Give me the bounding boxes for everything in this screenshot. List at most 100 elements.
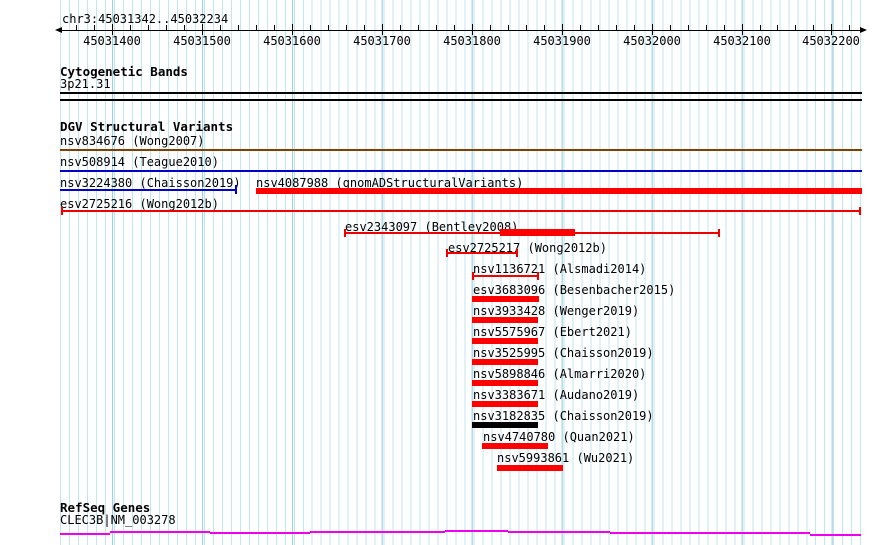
gene-line-segment[interactable]: [445, 530, 508, 532]
ruler-minor-tick: [544, 25, 545, 30]
variant-bar-esv2343097[interactable]: [500, 229, 575, 236]
ruler-tick-label: 45031400: [83, 34, 141, 48]
ruler-minor-tick: [795, 25, 796, 30]
ruler-axis-line: [62, 30, 860, 31]
ruler-tick-label: 45032100: [713, 34, 771, 48]
ruler-major-tick: [562, 24, 563, 35]
gene-line-segment[interactable]: [210, 532, 310, 534]
variant-label-nsv3525995[interactable]: nsv3525995 (Chaisson2019): [473, 346, 654, 360]
ruler-right-arrow-icon: [860, 27, 867, 33]
variant-label-nsv3224380[interactable]: nsv3224380 (Chaisson2019): [60, 176, 241, 190]
ruler-minor-tick: [777, 25, 778, 30]
ruler-major-tick: [112, 24, 113, 35]
variant-line-esv2725217[interactable]: [447, 252, 517, 254]
ruler-minor-tick: [436, 25, 437, 30]
variant-label-esv2343097[interactable]: esv2343097 (Bentley2008): [345, 220, 519, 234]
ruler-minor-tick: [724, 25, 725, 30]
variant-line-nsv508914[interactable]: [60, 170, 862, 172]
ruler-minor-tick: [328, 25, 329, 30]
variant-label-esv2725216[interactable]: esv2725216 (Wong2012b): [60, 197, 219, 211]
ruler-tick-label: 45031800: [443, 34, 501, 48]
variant-line-nsv834676[interactable]: [60, 149, 862, 151]
gene-line-segment[interactable]: [508, 531, 610, 533]
variant-bar-nsv4740780[interactable]: [482, 443, 548, 449]
region-coordinates-label: chr3:45031342..45032234: [62, 12, 229, 26]
ruler-major-tick: [292, 24, 293, 35]
ruler-tick-label: 45032200: [802, 34, 860, 48]
variant-label-esv3683096[interactable]: esv3683096 (Besenbacher2015): [473, 283, 676, 297]
ruler-minor-tick: [94, 25, 95, 30]
ruler-minor-tick: [813, 25, 814, 30]
gene-line-segment[interactable]: [712, 532, 810, 534]
refseq-genes-header: RefSeq Genes: [60, 500, 151, 515]
cytoband-line: [60, 92, 862, 94]
variant-label-nsv5993861[interactable]: nsv5993861 (Wu2021): [497, 451, 635, 465]
variant-label-nsv3182835[interactable]: nsv3182835 (Chaisson2019): [473, 409, 654, 423]
gene-line-segment[interactable]: [810, 534, 861, 536]
variant-bar-nsv4087988[interactable]: [256, 188, 862, 194]
ruler-major-tick: [831, 24, 832, 35]
cytoband-label[interactable]: 3p21.31: [60, 77, 111, 91]
variant-line-nsv3224380[interactable]: [60, 189, 236, 191]
ruler-major-tick: [742, 24, 743, 35]
gene-line-segment[interactable]: [110, 531, 210, 533]
ruler-minor-tick: [310, 25, 311, 30]
ruler-minor-tick: [454, 25, 455, 30]
gene-line-segment[interactable]: [610, 532, 712, 534]
ruler-minor-tick: [184, 25, 185, 30]
dgv-structural-variants-header: DGV Structural Variants: [60, 119, 234, 134]
variant-bracket-esv2725216[interactable]: [859, 207, 861, 215]
variant-bracket-esv2725217[interactable]: [516, 249, 518, 257]
ruler-minor-tick: [760, 25, 761, 30]
ruler-minor-tick: [346, 25, 347, 30]
grid-background: [60, 0, 862, 545]
variant-label-nsv3933428[interactable]: nsv3933428 (Wenger2019): [473, 304, 640, 318]
cytoband-line: [60, 99, 862, 101]
ruler-minor-tick: [166, 25, 167, 30]
cytogenetic-bands-header: Cytogenetic Bands: [60, 64, 188, 79]
variant-bar-nsv3933428[interactable]: [472, 317, 538, 323]
ruler-left-arrow-icon: [55, 27, 62, 33]
variant-bar-nsv5898846[interactable]: [472, 380, 538, 386]
variant-label-nsv1136721[interactable]: nsv1136721 (Alsmadi2014): [473, 262, 647, 276]
variant-bar-esv3683096[interactable]: [472, 296, 539, 302]
variant-label-nsv4087988[interactable]: nsv4087988 (gnomADStructuralVariants): [256, 176, 524, 190]
ruler-minor-tick: [849, 25, 850, 30]
variant-bar-nsv3383671[interactable]: [472, 401, 538, 407]
variant-bracket-esv2725217[interactable]: [446, 249, 448, 257]
ruler-minor-tick: [508, 25, 509, 30]
variant-bar-nsv3525995[interactable]: [472, 359, 538, 365]
variant-label-esv2725217[interactable]: esv2725217 (Wong2012b): [448, 241, 607, 255]
variant-bracket-esv2343097[interactable]: [718, 229, 720, 237]
variant-bracket-nsv3224380[interactable]: [235, 185, 237, 194]
ruler-minor-tick: [130, 25, 131, 30]
ruler-minor-tick: [688, 25, 689, 30]
ruler-minor-tick: [580, 25, 581, 30]
variant-label-nsv834676[interactable]: nsv834676 (Wong2007): [60, 134, 205, 148]
variant-label-nsv508914[interactable]: nsv508914 (Teague2010): [60, 155, 219, 169]
variant-bracket-nsv1136721[interactable]: [472, 272, 474, 280]
variant-bracket-nsv1136721[interactable]: [537, 272, 539, 280]
gene-line-segment[interactable]: [60, 533, 110, 535]
ruler-minor-tick: [706, 25, 707, 30]
variant-line-esv2725216[interactable]: [62, 210, 860, 212]
variant-label-nsv5898846[interactable]: nsv5898846 (Almarri2020): [473, 367, 647, 381]
variant-label-nsv4740780[interactable]: nsv4740780 (Quan2021): [483, 430, 635, 444]
variant-label-nsv3383671[interactable]: nsv3383671 (Audano2019): [473, 388, 640, 402]
variant-bracket-esv2725216[interactable]: [61, 207, 63, 215]
variant-line-nsv1136721[interactable]: [473, 275, 538, 277]
refseq-gene-label[interactable]: CLEC3B|NM_003278: [60, 513, 176, 527]
ruler-minor-tick: [274, 25, 275, 30]
ruler-tick-label: 45031900: [533, 34, 591, 48]
variant-bar-nsv5575967[interactable]: [472, 338, 538, 344]
variant-bar-nsv5993861[interactable]: [497, 465, 563, 471]
variant-bar-nsv3182835[interactable]: [472, 422, 538, 428]
gene-line-segment[interactable]: [310, 531, 445, 533]
ruler-minor-tick: [526, 25, 527, 30]
ruler-major-tick: [472, 24, 473, 35]
ruler-minor-tick: [220, 25, 221, 30]
variant-label-nsv5575967[interactable]: nsv5575967 (Ebert2021): [473, 325, 632, 339]
ruler-tick-label: 45032000: [623, 34, 681, 48]
variant-bracket-esv2343097[interactable]: [344, 229, 346, 237]
ruler-major-tick: [202, 24, 203, 35]
